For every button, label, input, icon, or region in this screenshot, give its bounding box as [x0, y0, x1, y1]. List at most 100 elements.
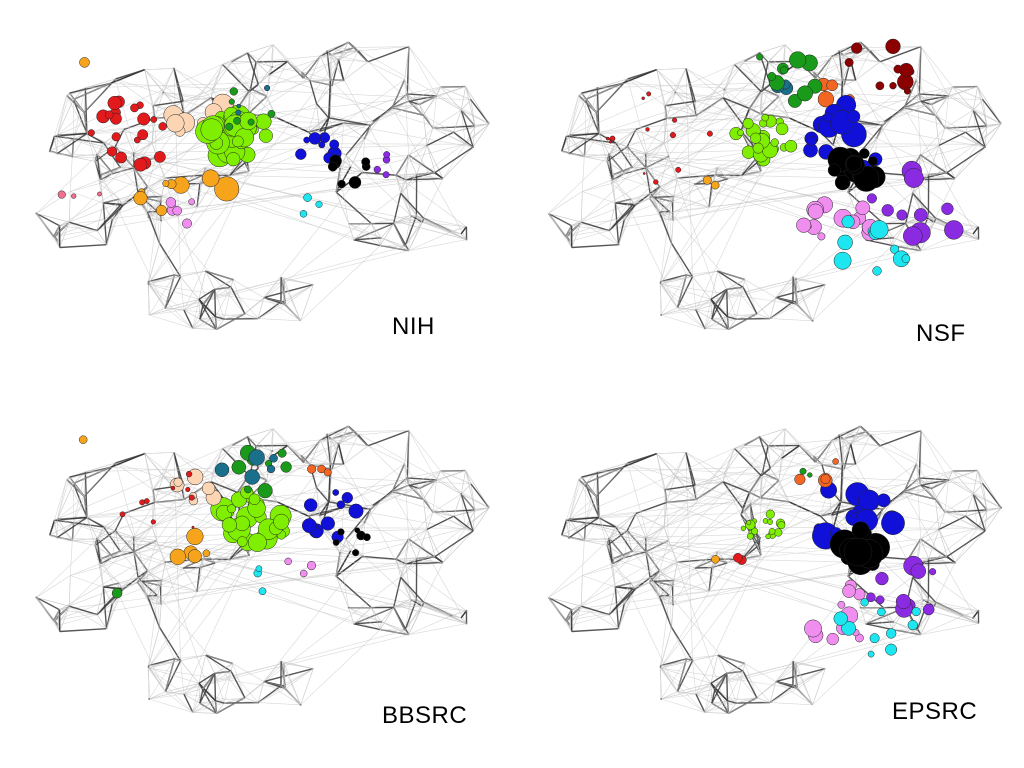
network-edge: [280, 277, 301, 321]
network-edge: [393, 217, 424, 224]
network-edge: [472, 123, 490, 148]
network-edge: [931, 104, 936, 116]
network-edge: [244, 297, 265, 314]
network-edge: [656, 68, 686, 70]
network-edge: [633, 197, 654, 205]
network-edge: [205, 270, 233, 280]
network-node: [257, 701, 260, 704]
network-edge: [154, 499, 185, 503]
network-edge: [461, 493, 490, 509]
network-edge: [353, 239, 381, 247]
network-edge: [184, 97, 212, 116]
network-edge: [842, 79, 885, 122]
network-edge: [832, 50, 840, 57]
network-edge: [606, 161, 678, 308]
network-edge: [115, 462, 154, 490]
network-edge: [395, 145, 428, 176]
network-edge: [57, 483, 74, 520]
network-edge: [153, 100, 184, 107]
network-edge: [695, 309, 706, 329]
network-edge: [59, 179, 406, 226]
network-edge: [952, 86, 974, 111]
network-edge: [335, 552, 341, 577]
network-edge: [432, 511, 474, 532]
network-edge: [635, 129, 646, 154]
network-edge: [432, 493, 462, 513]
network-edge: [144, 452, 174, 454]
network-edge: [660, 274, 687, 285]
network-edge: [287, 61, 304, 79]
network-edge: [205, 655, 216, 674]
network-node: [792, 276, 795, 279]
network-edge: [380, 629, 405, 631]
network-edge: [568, 516, 600, 539]
network-edge: [935, 115, 946, 129]
network-edge: [400, 577, 411, 600]
network-edge: [716, 551, 728, 564]
network-edge: [582, 563, 613, 576]
network-node: [196, 590, 199, 593]
network-edge: [598, 54, 844, 134]
network-edge: [919, 93, 936, 116]
network-edge: [677, 307, 706, 329]
network-edge: [685, 68, 725, 90]
network-edge: [59, 605, 70, 610]
network-edge: [94, 161, 100, 184]
network-edge: [571, 225, 610, 231]
network-edge: [348, 223, 355, 240]
network-edge: [148, 276, 181, 283]
network-edge: [582, 191, 616, 204]
network-edge: [608, 198, 632, 231]
network-edge: [660, 284, 662, 316]
network-edge: [148, 660, 181, 669]
network-edge: [338, 431, 355, 444]
network-edge: [354, 47, 490, 125]
network-edge: [276, 117, 309, 133]
network-edge: [423, 217, 467, 227]
network-node-blue: [320, 516, 335, 531]
network-node: [881, 124, 884, 127]
network-edge: [561, 534, 569, 539]
network-edge: [269, 428, 274, 459]
network-edge: [661, 307, 678, 316]
network-edge: [659, 177, 678, 188]
network-edge: [364, 522, 436, 557]
network-edge: [330, 463, 373, 506]
network-edge: [103, 582, 120, 588]
network-edge: [210, 481, 238, 494]
network-edge: [192, 683, 200, 713]
network-node-lime: [770, 138, 779, 147]
network-node: [136, 581, 139, 584]
network-edge: [744, 279, 758, 314]
network-edge: [453, 493, 462, 517]
network-edge: [938, 145, 956, 179]
network-node-violet: [896, 209, 908, 221]
network-edge: [451, 231, 467, 240]
network-edge: [954, 144, 978, 179]
network-edge: [442, 530, 474, 563]
network-edge: [408, 511, 434, 540]
network-edge: [230, 287, 259, 319]
network-edge: [685, 452, 697, 500]
network-edge: [410, 214, 423, 223]
network-edge: [944, 109, 974, 129]
network-edge: [348, 426, 369, 447]
network-node: [114, 461, 117, 464]
network-edge: [348, 223, 381, 246]
network-edge: [198, 683, 201, 704]
network-edge: [269, 74, 454, 133]
network-edge: [944, 95, 949, 129]
network-node: [146, 594, 149, 597]
network-node-teal: [269, 454, 278, 463]
network-edge: [73, 87, 86, 139]
network-edge: [756, 123, 1002, 314]
network-edge: [442, 146, 474, 179]
network-edge: [224, 697, 245, 704]
network-node-lime: [237, 536, 248, 547]
network-node: [338, 551, 341, 554]
network-node-blue: [806, 135, 817, 146]
network-node: [35, 212, 38, 215]
network-node-red: [185, 486, 191, 493]
network-node-rose: [97, 191, 102, 197]
network-edge: [973, 99, 984, 111]
